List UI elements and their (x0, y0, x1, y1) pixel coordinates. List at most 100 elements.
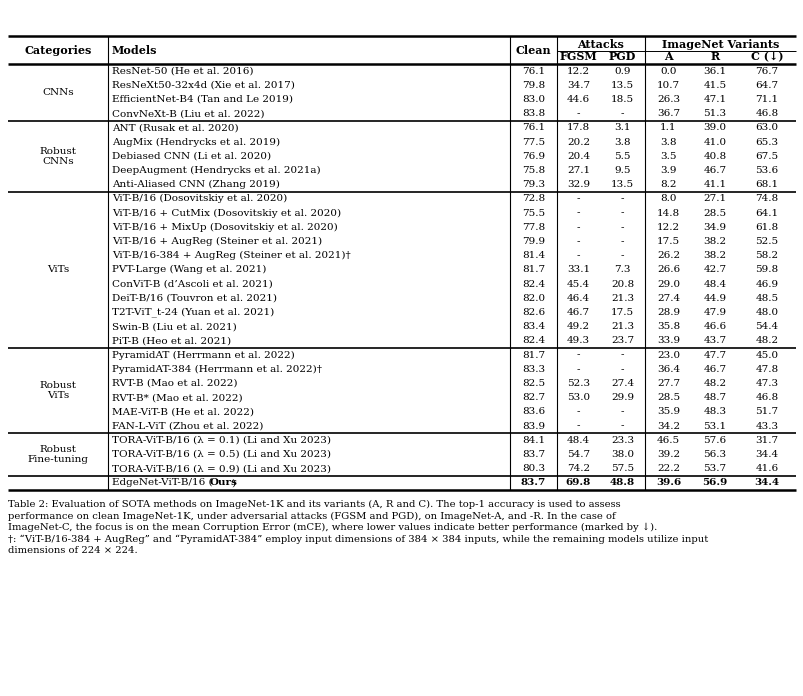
Text: ImageNet Variants: ImageNet Variants (661, 40, 778, 51)
Text: 65.3: 65.3 (755, 138, 777, 147)
Text: -: - (576, 407, 580, 416)
Text: 82.4: 82.4 (521, 280, 544, 289)
Text: Table 2: Evaluation of SOTA methods on ImageNet-1K and its variants (A, R and C): Table 2: Evaluation of SOTA methods on I… (8, 500, 620, 509)
Text: -: - (576, 109, 580, 118)
Text: 53.0: 53.0 (566, 393, 589, 402)
Text: 64.7: 64.7 (755, 81, 777, 90)
Text: 82.7: 82.7 (521, 393, 544, 402)
Text: -: - (620, 209, 623, 218)
Text: 28.5: 28.5 (656, 393, 679, 402)
Text: 34.4: 34.4 (755, 450, 777, 459)
Text: 10.7: 10.7 (656, 81, 679, 90)
Text: 68.1: 68.1 (755, 180, 777, 189)
Text: 48.2: 48.2 (755, 336, 777, 345)
Text: 58.2: 58.2 (755, 251, 777, 260)
Text: 46.7: 46.7 (703, 365, 726, 374)
Text: 84.1: 84.1 (521, 436, 544, 445)
Text: 77.8: 77.8 (521, 223, 544, 232)
Text: 42.7: 42.7 (703, 265, 726, 274)
Text: 27.1: 27.1 (703, 194, 726, 203)
Text: MAE-ViT-B (He et al. 2022): MAE-ViT-B (He et al. 2022) (112, 407, 254, 416)
Text: 46.9: 46.9 (755, 280, 777, 289)
Text: 44.9: 44.9 (703, 294, 726, 303)
Text: 13.5: 13.5 (610, 180, 634, 189)
Text: Ours: Ours (210, 478, 238, 487)
Text: PVT-Large (Wang et al. 2021): PVT-Large (Wang et al. 2021) (112, 265, 266, 274)
Text: -: - (620, 194, 623, 203)
Text: Robust
ViTs: Robust ViTs (39, 381, 76, 400)
Text: 26.3: 26.3 (656, 95, 679, 104)
Text: ViT-B/16 + AugReg (Steiner et al. 2021): ViT-B/16 + AugReg (Steiner et al. 2021) (112, 237, 322, 246)
Text: FGSM: FGSM (559, 52, 597, 63)
Text: 46.7: 46.7 (566, 308, 589, 317)
Text: 40.8: 40.8 (703, 152, 726, 161)
Text: 1.1: 1.1 (659, 123, 676, 132)
Text: 57.6: 57.6 (703, 436, 726, 445)
Text: 81.7: 81.7 (521, 351, 544, 360)
Text: 38.2: 38.2 (703, 251, 726, 260)
Text: 79.3: 79.3 (521, 180, 544, 189)
Text: 23.0: 23.0 (656, 351, 679, 360)
Text: 83.3: 83.3 (521, 365, 544, 374)
Text: ANT (Rusak et al. 2020): ANT (Rusak et al. 2020) (112, 123, 238, 132)
Text: 35.9: 35.9 (656, 407, 679, 416)
Text: -: - (620, 351, 623, 360)
Text: 5.5: 5.5 (613, 152, 630, 161)
Text: -: - (576, 251, 580, 260)
Text: 83.4: 83.4 (521, 322, 544, 331)
Text: 45.0: 45.0 (755, 351, 777, 360)
Text: 74.2: 74.2 (566, 464, 589, 473)
Text: 21.3: 21.3 (610, 322, 634, 331)
Text: 49.2: 49.2 (566, 322, 589, 331)
Text: 43.3: 43.3 (755, 422, 777, 431)
Text: DeiT-B/16 (Touvron et al. 2021): DeiT-B/16 (Touvron et al. 2021) (112, 294, 277, 303)
Text: Clean: Clean (515, 45, 551, 56)
Text: -: - (620, 223, 623, 232)
Text: FAN-L-ViT (Zhou et al. 2022): FAN-L-ViT (Zhou et al. 2022) (112, 422, 263, 431)
Text: PGD: PGD (608, 52, 635, 63)
Text: 83.0: 83.0 (521, 95, 544, 104)
Text: dimensions of 224 × 224.: dimensions of 224 × 224. (8, 546, 137, 555)
Text: 76.1: 76.1 (521, 123, 544, 132)
Text: 54.7: 54.7 (566, 450, 589, 459)
Text: 26.6: 26.6 (656, 265, 679, 274)
Text: 63.0: 63.0 (755, 123, 777, 132)
Text: Attacks: Attacks (577, 40, 624, 51)
Text: 38.0: 38.0 (610, 450, 634, 459)
Text: ConViT-B (d’Ascoli et al. 2021): ConViT-B (d’Ascoli et al. 2021) (112, 280, 272, 289)
Text: 7.3: 7.3 (613, 265, 630, 274)
Text: 27.7: 27.7 (656, 379, 679, 388)
Text: TORA-ViT-B/16 (λ = 0.9) (Li and Xu 2023): TORA-ViT-B/16 (λ = 0.9) (Li and Xu 2023) (112, 464, 331, 473)
Text: 52.3: 52.3 (566, 379, 589, 388)
Text: ViT-B/16 + CutMix (Dosovitskiy et al. 2020): ViT-B/16 + CutMix (Dosovitskiy et al. 20… (112, 209, 340, 218)
Text: 46.8: 46.8 (755, 393, 777, 402)
Text: 47.9: 47.9 (703, 308, 726, 317)
Text: TORA-ViT-B/16 (λ = 0.5) (Li and Xu 2023): TORA-ViT-B/16 (λ = 0.5) (Li and Xu 2023) (112, 450, 331, 459)
Text: PyramidAT-384 (Herrmann et al. 2022)†: PyramidAT-384 (Herrmann et al. 2022)† (112, 365, 321, 374)
Text: 47.1: 47.1 (703, 95, 726, 104)
Text: 41.6: 41.6 (755, 464, 777, 473)
Text: 36.1: 36.1 (703, 67, 726, 76)
Text: 26.2: 26.2 (656, 251, 679, 260)
Text: 48.3: 48.3 (703, 407, 726, 416)
Text: R: R (710, 52, 719, 63)
Text: 34.4: 34.4 (753, 478, 779, 487)
Text: Debiased CNN (Li et al. 2020): Debiased CNN (Li et al. 2020) (112, 152, 271, 161)
Text: 0.0: 0.0 (659, 67, 676, 76)
Text: 41.5: 41.5 (703, 81, 726, 90)
Text: 27.4: 27.4 (656, 294, 679, 303)
Text: 74.8: 74.8 (755, 194, 777, 203)
Text: 57.5: 57.5 (610, 464, 634, 473)
Text: 77.5: 77.5 (521, 138, 544, 147)
Text: 47.7: 47.7 (703, 351, 726, 360)
Text: 83.9: 83.9 (521, 422, 544, 431)
Text: PiT-B (Heo et al. 2021): PiT-B (Heo et al. 2021) (112, 336, 230, 345)
Text: 53.7: 53.7 (703, 464, 726, 473)
Text: T2T-ViT_t-24 (Yuan et al. 2021): T2T-ViT_t-24 (Yuan et al. 2021) (112, 308, 274, 317)
Text: 75.8: 75.8 (521, 166, 544, 175)
Text: 13.5: 13.5 (610, 81, 634, 90)
Text: -: - (620, 237, 623, 246)
Text: 71.1: 71.1 (755, 95, 777, 104)
Text: 46.7: 46.7 (703, 166, 726, 175)
Text: 44.6: 44.6 (566, 95, 589, 104)
